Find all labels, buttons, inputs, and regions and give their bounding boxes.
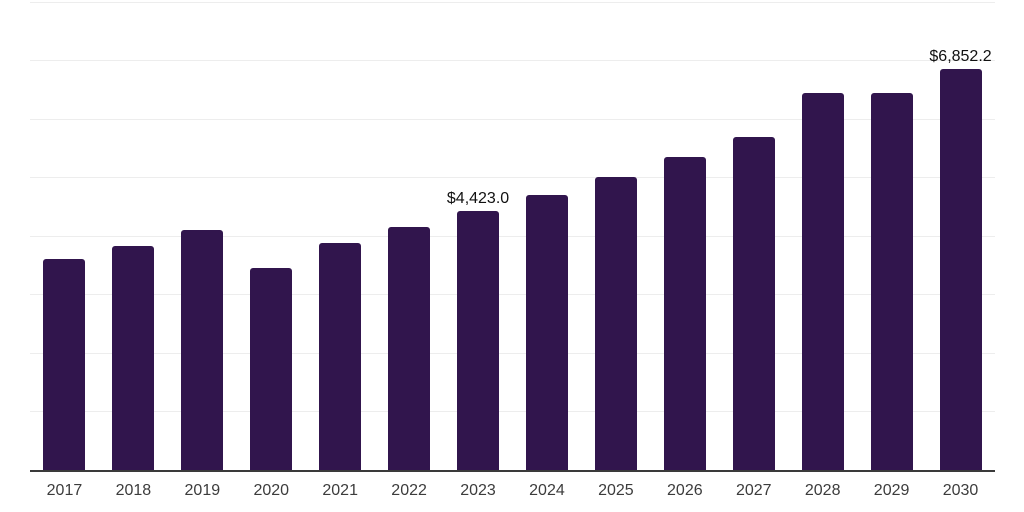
bar-2022 <box>388 226 431 471</box>
gridline <box>30 118 995 120</box>
bar-2021 <box>319 243 362 471</box>
x-tick-label-2025: 2025 <box>598 482 634 499</box>
x-tick-label-2028: 2028 <box>804 482 841 499</box>
x-tick-label-2018: 2018 <box>115 482 152 499</box>
bar-2024 <box>525 194 568 471</box>
x-tick-label-2026: 2026 <box>667 482 703 499</box>
x-tick-label-2021: 2021 <box>322 482 358 499</box>
gridline <box>30 235 995 237</box>
x-tick-label-2019: 2019 <box>184 482 221 499</box>
bar-2018 <box>112 246 155 471</box>
bar-value-label-2030: $6,852.2 <box>929 48 992 66</box>
gridline <box>30 294 995 296</box>
x-tick-label-2027: 2027 <box>735 482 772 499</box>
x-tick-label-2029: 2029 <box>873 482 910 499</box>
bar-2030 <box>939 69 982 471</box>
x-axis-line <box>30 469 995 472</box>
x-tick-label-2024: 2024 <box>529 482 565 499</box>
x-tick-label-2017: 2017 <box>46 482 83 499</box>
gridline <box>30 1 995 3</box>
bar-2028 <box>801 93 844 471</box>
gridline <box>30 177 995 179</box>
bar-2023 <box>457 211 500 471</box>
gridline <box>30 411 995 413</box>
bar-2027 <box>732 136 775 471</box>
bar-2025 <box>594 176 637 471</box>
bar-2026 <box>663 156 706 471</box>
bar-2017 <box>43 258 86 471</box>
bar-2019 <box>181 230 224 471</box>
bar-value-label-2023: $4,423.0 <box>446 190 510 208</box>
bar-2029 <box>870 93 913 471</box>
gridline <box>30 352 995 354</box>
x-tick-label-2020: 2020 <box>253 482 290 499</box>
x-tick-label-2030: 2030 <box>942 482 979 499</box>
bar-2020 <box>250 267 293 471</box>
x-tick-label-2022: 2022 <box>391 482 427 499</box>
x-tick-label-2023: 2023 <box>460 482 496 499</box>
gridline <box>30 60 995 62</box>
